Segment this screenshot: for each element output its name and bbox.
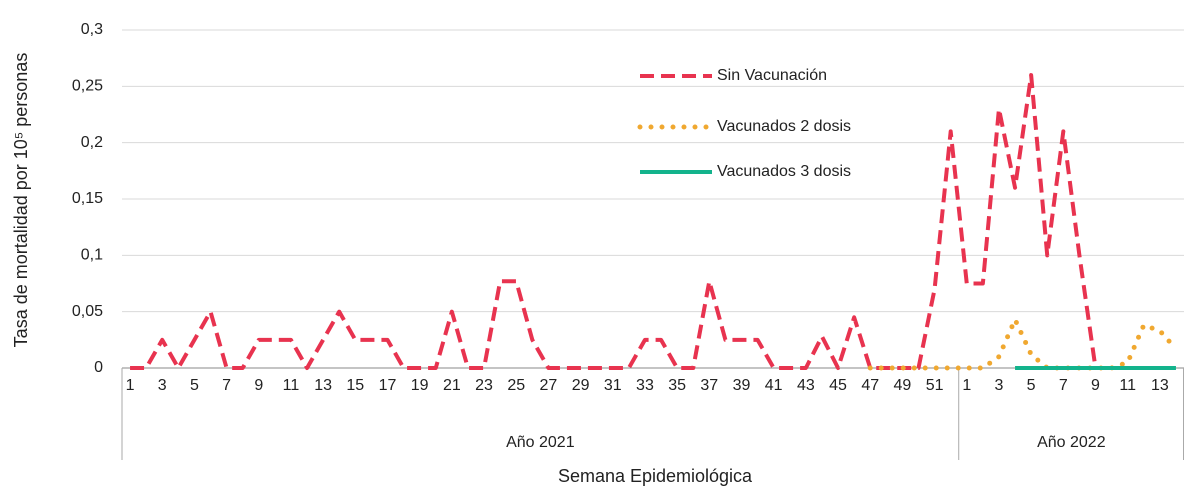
x-group-label: Año 2022 (1037, 434, 1106, 451)
y-tick-label: 0,1 (81, 247, 103, 264)
y-tick-label: 0,25 (72, 78, 103, 95)
x-tick-label: 39 (733, 377, 751, 394)
x-tick-label: 43 (797, 377, 815, 394)
x-axis-title: Semana Epidemiológica (558, 466, 753, 486)
x-tick-label: 51 (926, 377, 944, 394)
x-tick-label: 47 (861, 377, 879, 394)
x-tick-label: 11 (1119, 377, 1136, 394)
y-tick-label: 0,3 (81, 21, 103, 38)
x-tick-label: 3 (995, 377, 1004, 394)
legend-label: Sin Vacunación (717, 67, 827, 84)
x-tick-label: 45 (829, 377, 847, 394)
x-tick-label: 37 (700, 377, 718, 394)
x-tick-label: 33 (636, 377, 654, 394)
y-tick-label: 0 (94, 359, 103, 376)
x-tick-label: 9 (254, 377, 263, 394)
x-tick-label: 23 (475, 377, 493, 394)
x-tick-label: 5 (1027, 377, 1036, 394)
x-group-label: Año 2021 (506, 434, 575, 451)
x-tick-label: 5 (190, 377, 199, 394)
x-tick-label: 17 (379, 377, 397, 394)
y-tick-label: 0,15 (72, 190, 103, 207)
x-tick-label: 3 (158, 377, 167, 394)
x-tick-label: 41 (765, 377, 783, 394)
x-tick-label: 11 (283, 377, 300, 394)
x-tick-label: 1 (126, 377, 135, 394)
x-tick-label: 31 (604, 377, 622, 394)
y-tick-label: 0,05 (72, 303, 103, 320)
legend-label: Vacunados 2 dosis (717, 118, 851, 135)
x-tick-label: 7 (222, 377, 231, 394)
x-tick-label: 13 (1151, 377, 1169, 394)
x-tick-label: 29 (572, 377, 590, 394)
y-axis-title: Tasa de mortalidad por 10⁵ personas (11, 53, 31, 348)
x-tick-label: 49 (894, 377, 912, 394)
x-tick-label: 1 (962, 377, 971, 394)
series-line (867, 317, 1179, 371)
x-tick-label: 9 (1091, 377, 1100, 394)
x-tick-label: 27 (540, 377, 558, 394)
x-tick-label: 19 (411, 377, 429, 394)
x-tick-label: 13 (314, 377, 332, 394)
legend-label: Vacunados 3 dosis (717, 163, 851, 180)
x-tick-label: 15 (346, 377, 364, 394)
x-tick-label: 35 (668, 377, 686, 394)
y-tick-label: 0,2 (81, 134, 103, 151)
x-tick-label: 7 (1059, 377, 1068, 394)
x-tick-label: 21 (443, 377, 461, 394)
series-line (130, 73, 1098, 370)
x-tick-label: 25 (507, 377, 525, 394)
